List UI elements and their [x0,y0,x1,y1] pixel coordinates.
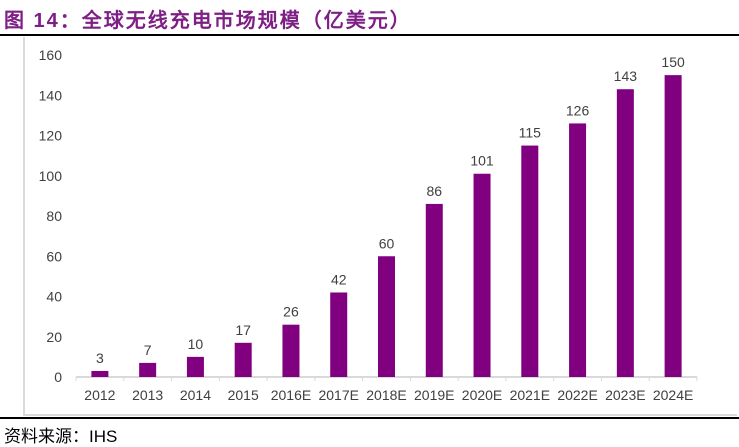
bar [425,203,443,377]
bar [473,173,491,377]
data-label: 10 [188,336,204,352]
y-tick-label: 40 [46,289,62,305]
y-tick-label: 100 [39,168,63,184]
data-label: 126 [566,102,590,118]
y-tick-label: 0 [54,369,62,385]
bar [664,75,682,377]
x-tick-label: 2019E [414,387,454,403]
x-tick-label: 2021E [510,387,550,403]
x-tick-label: 2014 [180,387,211,403]
y-tick-label: 60 [46,248,62,264]
bar [139,362,157,377]
data-label: 150 [661,54,685,70]
data-label: 115 [519,125,542,141]
bar [91,370,109,377]
y-tick-label: 20 [46,329,62,345]
bar [330,292,348,377]
data-label: 143 [614,68,638,84]
data-label: 86 [426,183,442,199]
data-label: 17 [235,322,251,338]
bar [378,256,395,377]
figure-title: 图 14：全球无线充电市场规模（亿美元） [4,10,412,32]
source-rule [0,417,739,419]
y-tick-label: 160 [39,47,63,63]
bar [282,324,300,377]
chart-frame [23,37,737,416]
data-label: 101 [470,153,494,169]
x-tick-label: 2018E [366,387,406,403]
x-tick-label: 2015 [228,387,259,403]
x-tick-label: 2017E [318,387,358,403]
data-label: 26 [283,304,299,320]
data-label: 3 [96,350,104,366]
x-tick-label: 2013 [132,387,163,403]
data-label: 7 [144,342,152,358]
x-tick-label: 2022E [557,387,597,403]
x-tick-label: 2023E [605,387,645,403]
bar [186,356,204,377]
x-tick-label: 2016E [271,387,311,403]
bar [616,89,634,378]
bar [569,123,587,377]
x-tick-label: 2024E [653,387,693,403]
title-rule [0,34,739,36]
x-tick-label: 2012 [84,387,115,403]
source-note: 资料来源：IHS [4,427,118,446]
bar [521,145,539,377]
y-tick-label: 140 [39,87,63,103]
bar [234,342,252,377]
x-tick-label: 2020E [462,387,502,403]
data-label: 60 [379,235,395,251]
y-tick-label: 120 [39,128,63,144]
data-label: 42 [331,271,347,287]
y-tick-label: 80 [46,208,62,224]
